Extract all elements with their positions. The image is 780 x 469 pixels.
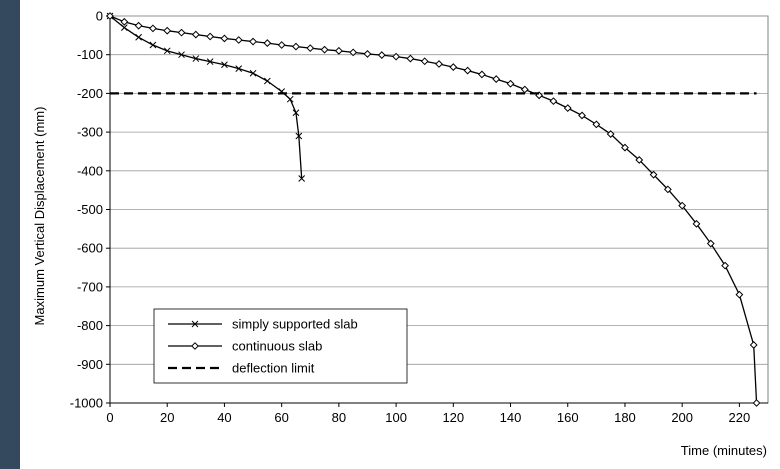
point-diamond-marker [735, 290, 744, 299]
point-diamond-marker [349, 48, 358, 57]
legend-label-3: deflection limit [232, 361, 315, 376]
point-diamond-marker [606, 130, 615, 138]
point-diamond-marker [463, 66, 472, 75]
legend-label-1: simply supported slab [232, 317, 358, 332]
point-diamond-marker [249, 37, 257, 46]
chart-frame: 0 20 40 60 80 100 120 140 160 180 200 220 0 -100 -200 -… [20, 0, 780, 469]
point-x-marker [120, 24, 128, 31]
point-diamond-marker [420, 57, 429, 66]
point-diamond-marker [292, 42, 300, 51]
point-diamond-marker [220, 34, 229, 43]
point-diamond-marker [120, 17, 129, 26]
point-diamond-marker [191, 30, 200, 39]
point-diamond-marker [721, 261, 729, 270]
point-diamond-marker [752, 399, 761, 407]
x-tick-label: 140 [500, 410, 522, 425]
y-tick-label: -900 [77, 357, 103, 372]
point-x-marker [149, 41, 157, 49]
point-x-marker [263, 77, 271, 85]
y-tick-label: -1000 [70, 396, 103, 411]
point-diamond-marker [563, 104, 572, 113]
point-x-marker [286, 95, 294, 103]
point-diamond-marker [206, 32, 215, 41]
x-tick-label: 40 [217, 410, 231, 425]
y-axis-label: Maximum Vertical Displacement (mm) [32, 107, 47, 326]
point-diamond-marker [277, 41, 286, 49]
x-axis-label: Time (minutes) [681, 443, 767, 458]
point-x-marker [135, 33, 142, 41]
point-diamond-marker [435, 60, 443, 68]
point-diamond-marker [377, 51, 386, 59]
point-x-marker [206, 58, 214, 66]
point-diamond-marker [578, 111, 586, 120]
x-tick-label: 80 [332, 410, 346, 425]
point-diamond-marker [635, 156, 644, 164]
point-diamond-marker [306, 44, 315, 53]
left-border-strip [0, 0, 20, 469]
legend-label-2: continuous slab [232, 339, 322, 354]
x-tick-label: 180 [614, 410, 636, 425]
y-tick-label: -100 [77, 47, 103, 62]
point-diamond-marker [692, 219, 701, 228]
point-diamond-marker [177, 28, 186, 37]
point-diamond-marker [163, 26, 172, 35]
y-tick-label: -300 [77, 125, 103, 140]
point-diamond-marker [149, 24, 157, 33]
x-tick-label: 60 [274, 410, 288, 425]
y-tick-label: -600 [77, 241, 103, 256]
point-diamond-marker [134, 21, 143, 30]
point-diamond-marker [263, 39, 272, 47]
point-diamond-marker [492, 75, 501, 83]
point-x-marker [163, 47, 171, 55]
x-tick-label: 100 [385, 410, 407, 425]
x-tick-label: 0 [106, 410, 113, 425]
point-x-marker [192, 55, 200, 62]
point-diamond-marker [406, 54, 415, 63]
point-diamond-marker [191, 342, 199, 350]
point-diamond-marker [234, 36, 243, 44]
point-diamond-marker [334, 46, 343, 55]
point-x-marker [221, 61, 228, 69]
point-diamond-marker [663, 185, 672, 194]
x-tick-label: 220 [729, 410, 751, 425]
point-diamond-marker [678, 201, 687, 210]
point-x-marker [295, 132, 303, 140]
point-x-marker [249, 69, 257, 77]
y-tick-label: 0 [96, 9, 103, 24]
x-tick-label: 120 [442, 410, 464, 425]
y-tick-label: -700 [77, 279, 103, 294]
point-x-marker [292, 109, 300, 117]
point-diamond-marker [649, 170, 658, 179]
x-tick-label: 160 [557, 410, 579, 425]
point-diamond-marker [363, 50, 372, 58]
point-x-marker [298, 175, 306, 182]
point-x-marker [235, 65, 243, 72]
point-diamond-marker [106, 12, 114, 20]
point-diamond-marker [749, 341, 758, 349]
y-tick-label: -400 [77, 163, 103, 178]
y-tick-label: -800 [77, 318, 103, 333]
x-tick-label: 200 [671, 410, 693, 425]
point-diamond-marker [449, 63, 458, 71]
displacement-chart: 0 20 40 60 80 100 120 140 160 180 200 220 0 -100 -200 -… [32, 9, 769, 458]
point-diamond-marker [478, 70, 486, 79]
y-tick-label: -500 [77, 202, 103, 217]
point-diamond-marker [621, 143, 629, 152]
point-diamond-marker [549, 97, 558, 106]
point-diamond-marker [506, 79, 515, 88]
point-diamond-marker [592, 120, 601, 129]
point-diamond-marker [706, 239, 715, 248]
point-diamond-marker [320, 45, 329, 54]
x-tick-label: 20 [160, 410, 174, 425]
point-x-marker [191, 320, 199, 328]
point-x-marker [178, 51, 185, 59]
y-tick-label: -200 [77, 86, 103, 101]
point-diamond-marker [392, 52, 400, 61]
